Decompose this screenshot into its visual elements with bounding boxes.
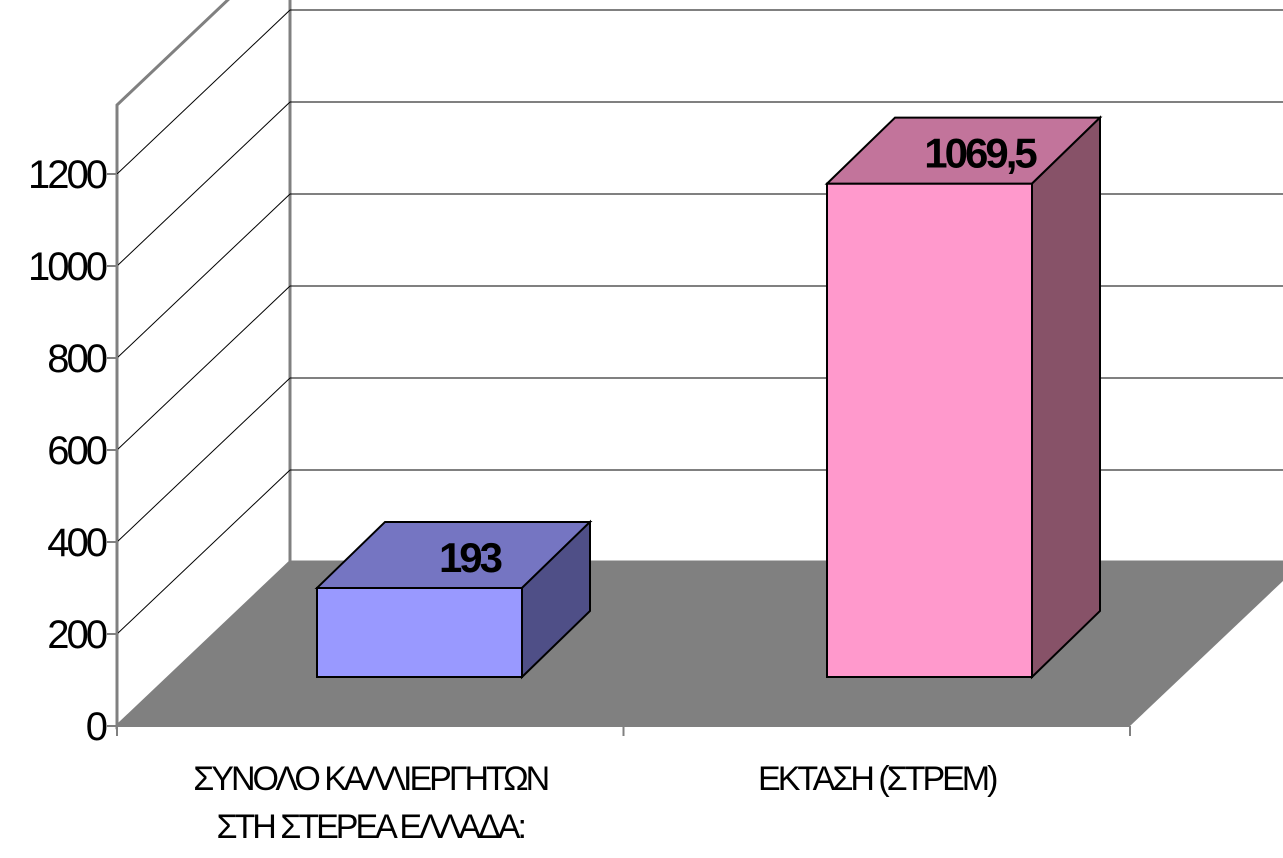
x-tick-label-1: ΕΚΤΑΣΗ (ΣΤΡΕΜ): [758, 760, 997, 798]
y-tick-label-3: 600: [47, 429, 106, 473]
data-label-0: 193: [439, 534, 502, 581]
data-labels: 193 1069,5: [439, 130, 1040, 581]
gridline-side-6: [116, 9, 291, 175]
y-tick-label-0: 0: [86, 705, 107, 749]
x-tick-label-0-line-1: ΣΤΗ ΣΤΕΡΕΑ ΕΛΛΑΔΑ:: [217, 808, 525, 846]
axes: [107, 173, 1131, 736]
data-label-1: 1069,5: [924, 130, 1037, 177]
gridline-side-1: [116, 469, 291, 635]
bar-side-0: [521, 519, 591, 680]
y-tick-label-1: 200: [47, 613, 106, 657]
y-tick-label-5: 1000: [28, 245, 107, 289]
bars: [314, 115, 1103, 680]
y-tick-label-6: 1200: [28, 153, 107, 197]
gridlines: [116, 9, 1283, 635]
gridline-side-5: [116, 101, 291, 267]
y-tick-label-2: 400: [47, 521, 106, 565]
y-axis-ticks: 0 200 400 600 800 1000 1200: [28, 153, 110, 749]
gridline-side-3: [116, 285, 291, 451]
bar-front-1: [826, 182, 1033, 678]
x-tick-label-0: ΣΥΝΟΛΟ ΚΑΛΛΙΕΡΓΗΤΩΝ ΣΤΗ ΣΤΕΡΕΑ ΕΛΛΑΔΑ:: [193, 760, 547, 846]
chart-floor: [117, 562, 1283, 726]
x-axis-ticks: ΣΥΝΟΛΟ ΚΑΛΛΙΕΡΓΗΤΩΝ ΣΤΗ ΣΤΕΡΕΑ ΕΛΛΑΔΑ: ΕΚΤ…: [193, 760, 1000, 846]
floor: [117, 562, 1283, 726]
gridline-side-4: [116, 193, 291, 359]
bar-front-0: [316, 586, 523, 679]
bar-side-1: [1031, 115, 1101, 680]
y-tick-label-4: 800: [47, 337, 106, 381]
x-tick-label-1-line-0: ΕΚΤΑΣΗ (ΣΤΡΕΜ): [758, 760, 997, 798]
gridline-side-2: [116, 377, 291, 543]
x-tick-label-0-line-0: ΣΥΝΟΛΟ ΚΑΛΛΙΕΡΓΗΤΩΝ: [193, 760, 547, 798]
back-wall: [288, 0, 1283, 564]
